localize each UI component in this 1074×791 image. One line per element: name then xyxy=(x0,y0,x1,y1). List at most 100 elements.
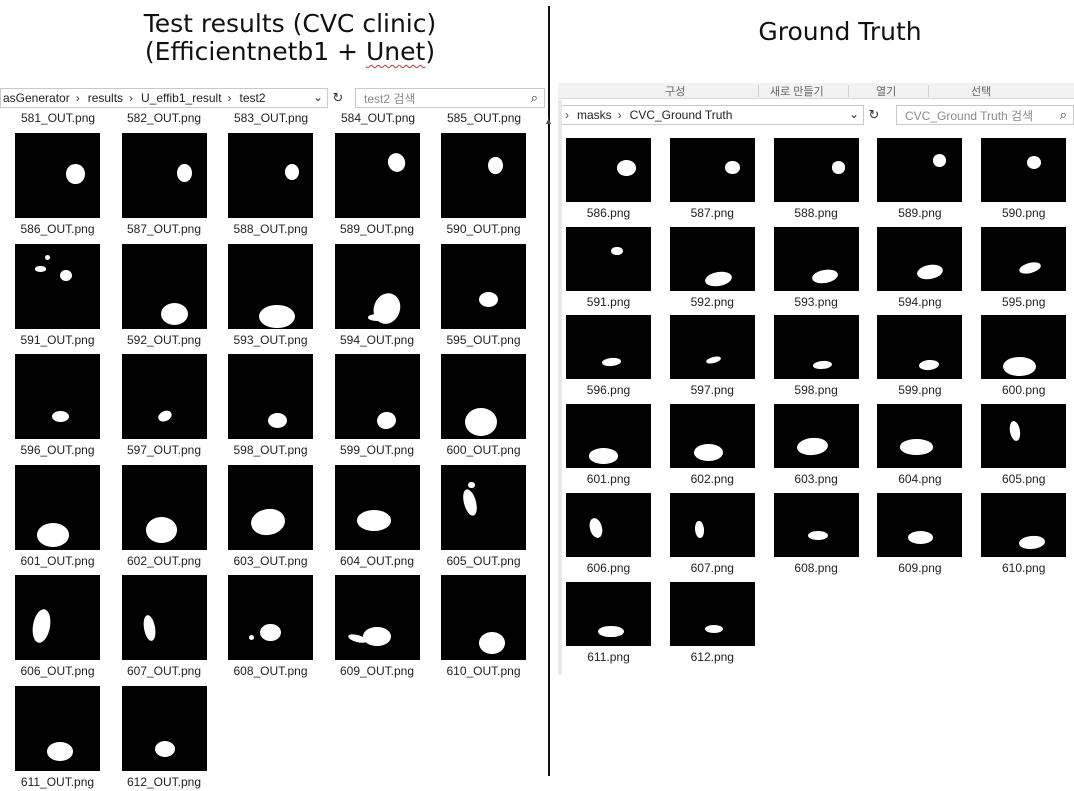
mask-thumbnail[interactable] xyxy=(441,243,526,329)
file-thumbnail-item[interactable]: 612.png xyxy=(669,581,755,666)
ribbon-label-new[interactable]: 새로 만들기 xyxy=(770,86,824,98)
file-caption[interactable]: 593.png xyxy=(794,294,838,309)
file-thumbnail-item[interactable]: 589_OUT.png xyxy=(334,133,420,238)
file-thumbnail-item[interactable]: 607_OUT.png xyxy=(121,575,207,680)
mask-thumbnail[interactable] xyxy=(15,243,100,329)
mask-thumbnail[interactable] xyxy=(441,464,526,550)
file-caption[interactable]: 601_OUT.png xyxy=(20,553,95,568)
mask-thumbnail[interactable] xyxy=(773,315,859,380)
breadcrumb-separator-icon[interactable]: › xyxy=(565,108,569,122)
file-caption[interactable]: 605.png xyxy=(1001,472,1046,487)
mask-thumbnail[interactable] xyxy=(441,575,526,660)
file-thumbnail-item[interactable]: 611_OUT.png xyxy=(15,685,100,791)
file-caption[interactable]: 590.png xyxy=(1001,206,1046,220)
file-thumbnail-item[interactable]: 588.png xyxy=(773,138,859,222)
file-caption[interactable]: 596.png xyxy=(586,383,631,398)
file-thumbnail-item[interactable]: 592_OUT.png xyxy=(121,243,207,349)
mask-thumbnail[interactable] xyxy=(228,354,313,439)
file-thumbnail-item[interactable]: 591.png xyxy=(566,226,651,311)
file-thumbnail-item[interactable]: 587.png xyxy=(669,138,755,222)
file-caption[interactable]: 604_OUT.png xyxy=(339,553,415,568)
right-refresh-icon[interactable]: ↻ xyxy=(868,107,880,122)
file-caption[interactable]: 602.png xyxy=(690,472,734,487)
mask-thumbnail[interactable] xyxy=(877,138,963,202)
file-caption[interactable]: 587_OUT.png xyxy=(126,222,202,236)
file-caption[interactable]: 600.png xyxy=(1001,383,1046,398)
file-thumbnail-item[interactable]: 589.png xyxy=(877,138,963,222)
file-thumbnail-item[interactable]: 609.png xyxy=(877,492,963,577)
mask-thumbnail[interactable] xyxy=(228,133,313,218)
file-caption[interactable]: 607_OUT.png xyxy=(126,664,202,678)
breadcrumb-segment[interactable]: CVC_Ground Truth xyxy=(629,108,733,122)
file-thumbnail-item[interactable]: 590.png xyxy=(981,138,1067,222)
file-caption[interactable]: 609_OUT.png xyxy=(339,664,415,678)
mask-thumbnail[interactable] xyxy=(441,354,526,439)
file-thumbnail-item[interactable]: 598.png xyxy=(773,315,859,399)
file-thumbnail-item[interactable]: 606.png xyxy=(566,492,651,577)
breadcrumb-segment[interactable]: masks xyxy=(577,108,612,122)
mask-thumbnail[interactable] xyxy=(669,138,755,202)
file-caption[interactable]: 581_OUT.png xyxy=(21,111,96,125)
right-search-input[interactable]: CVC_Ground Truth 검색 ⌕ xyxy=(896,105,1074,125)
file-thumbnail-item[interactable]: 606_OUT.png xyxy=(15,575,100,680)
file-caption[interactable]: 588.png xyxy=(794,206,838,220)
file-caption[interactable]: 609.png xyxy=(898,560,942,575)
file-caption[interactable]: 591.png xyxy=(586,294,631,309)
file-caption[interactable]: 612.png xyxy=(690,649,734,664)
file-caption[interactable]: 597_OUT.png xyxy=(126,443,202,457)
file-caption[interactable]: 585_OUT.png xyxy=(447,111,522,125)
mask-thumbnail[interactable] xyxy=(981,138,1067,202)
file-caption[interactable]: 607.png xyxy=(690,560,734,575)
file-caption[interactable]: 612_OUT.png xyxy=(126,774,202,789)
file-caption[interactable]: 610_OUT.png xyxy=(446,664,521,678)
mask-thumbnail[interactable] xyxy=(228,464,313,550)
file-thumbnail-item[interactable]: 605_OUT.png xyxy=(441,464,526,570)
breadcrumb-segment[interactable]: test2 xyxy=(239,91,266,105)
file-caption[interactable]: 589_OUT.png xyxy=(339,222,415,236)
mask-thumbnail[interactable] xyxy=(981,492,1067,557)
mask-thumbnail[interactable] xyxy=(981,315,1067,380)
mask-thumbnail[interactable] xyxy=(669,492,755,557)
search-icon[interactable]: ⌕ xyxy=(530,90,538,105)
file-thumbnail-item[interactable]: 590_OUT.png xyxy=(441,133,526,238)
file-thumbnail-item[interactable]: 594_OUT.png xyxy=(334,243,420,349)
file-caption[interactable]: 590_OUT.png xyxy=(446,222,521,236)
breadcrumb-separator-icon[interactable]: › xyxy=(227,91,232,105)
file-caption[interactable]: 588_OUT.png xyxy=(233,222,308,236)
file-caption[interactable]: 594_OUT.png xyxy=(339,332,415,347)
file-caption[interactable]: 604.png xyxy=(898,472,942,487)
file-thumbnail-item[interactable]: 601.png xyxy=(566,404,651,488)
mask-thumbnail[interactable] xyxy=(981,226,1067,291)
mask-thumbnail[interactable] xyxy=(121,354,207,439)
search-icon[interactable]: ⌕ xyxy=(1059,107,1067,122)
mask-thumbnail[interactable] xyxy=(15,354,100,439)
file-thumbnail-item[interactable]: 603.png xyxy=(773,404,859,488)
scroll-up-arrow-icon[interactable]: ▲ xyxy=(544,116,553,126)
mask-thumbnail[interactable] xyxy=(121,685,207,771)
file-caption[interactable]: 586_OUT.png xyxy=(20,222,95,236)
breadcrumb-segment[interactable]: asGenerator xyxy=(3,91,70,105)
file-caption[interactable]: 596_OUT.png xyxy=(20,443,95,457)
breadcrumb-separator-icon[interactable]: › xyxy=(129,91,134,105)
ribbon-label-organize[interactable]: 구성 xyxy=(665,86,686,98)
file-caption[interactable]: 582_OUT.png xyxy=(127,111,202,125)
file-thumbnail-item[interactable]: 593_OUT.png xyxy=(228,243,313,349)
file-caption[interactable]: 594.png xyxy=(898,294,942,309)
file-thumbnail-item[interactable]: 609_OUT.png xyxy=(334,575,420,680)
file-caption[interactable]: 611.png xyxy=(587,649,630,664)
mask-thumbnail[interactable] xyxy=(566,226,651,291)
mask-thumbnail[interactable] xyxy=(334,354,420,439)
mask-thumbnail[interactable] xyxy=(121,464,207,550)
file-caption[interactable]: 595.png xyxy=(1001,294,1046,309)
ribbon-label-open[interactable]: 열기 xyxy=(876,86,897,98)
mask-thumbnail[interactable] xyxy=(773,492,859,557)
mask-thumbnail[interactable] xyxy=(877,404,963,469)
file-thumbnail-item[interactable]: 588_OUT.png xyxy=(228,133,313,238)
file-thumbnail-item[interactable]: 586.png xyxy=(566,138,651,222)
file-thumbnail-item[interactable]: 601_OUT.png xyxy=(15,464,100,570)
file-caption[interactable]: 589.png xyxy=(898,206,942,220)
file-thumbnail-item[interactable]: 587_OUT.png xyxy=(121,133,207,238)
mask-thumbnail[interactable] xyxy=(228,243,313,329)
file-caption[interactable]: 600_OUT.png xyxy=(446,443,521,457)
chevron-down-icon[interactable]: ⌄ xyxy=(312,90,323,104)
